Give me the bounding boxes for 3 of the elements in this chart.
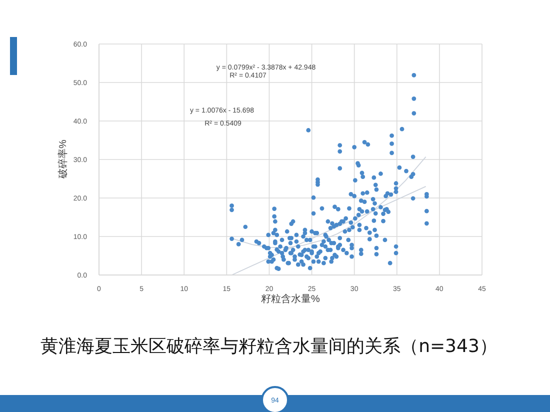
y-axis-title: 破碎率% [56, 140, 70, 178]
x-axis-title: 籽粒含水量% [261, 293, 320, 305]
text: 黄淮海夏玉米区破碎率与籽粒含水量间的关系（n=343） [40, 335, 498, 358]
